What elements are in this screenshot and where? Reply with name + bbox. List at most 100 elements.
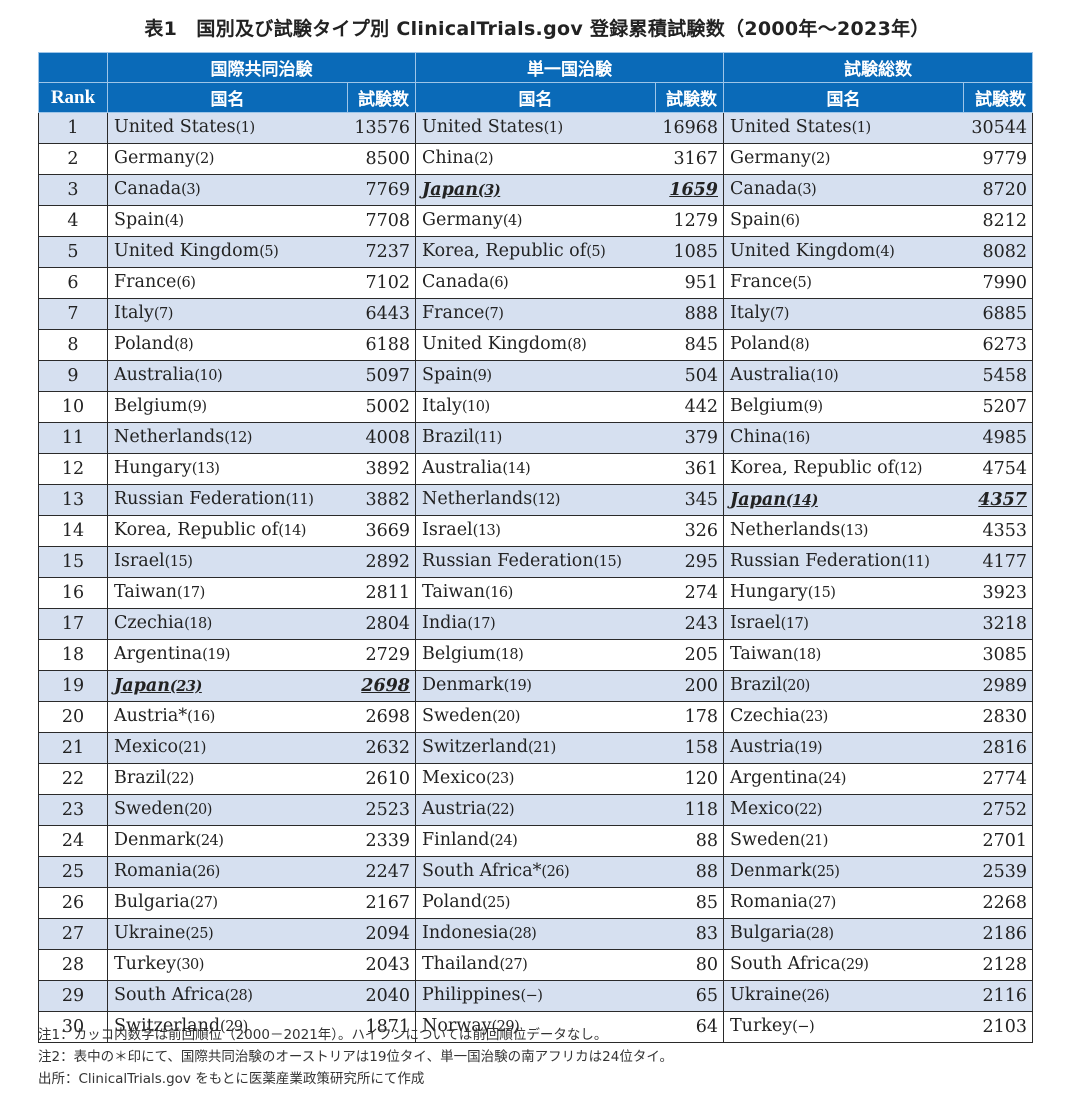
trial-count: 3892 xyxy=(365,458,410,479)
previous-rank: (3) xyxy=(181,182,201,198)
table-row: 7 Italy(7) 6443 France(7) 888 Italy(7) 6885 xyxy=(38,298,1033,330)
trial-count-cell: 1659 xyxy=(655,174,724,206)
country-cell: Germany(2) xyxy=(723,143,964,175)
trial-count-cell: 2128 xyxy=(963,949,1033,981)
previous-rank: (20) xyxy=(492,709,520,725)
country-name: Sweden xyxy=(114,799,185,819)
previous-rank: (4) xyxy=(164,213,185,229)
previous-rank: (5) xyxy=(259,244,279,260)
previous-rank: (11) xyxy=(285,492,314,508)
trials-table: 国際共同治験 単一国治験 試験総数 Rank 国名 試験数 国名 試験数 国名 … xyxy=(38,52,1033,1043)
country-cell: Thailand(27) xyxy=(415,949,656,981)
trial-count-cell: 2729 xyxy=(347,639,416,671)
country-name: Argentina xyxy=(730,768,819,788)
trial-count: 6273 xyxy=(982,334,1027,355)
table-row: 4 Spain(4) 7708 Germany(4) 1279 Spain(6) 8212 xyxy=(38,205,1033,237)
country-cell: Israel(13) xyxy=(415,515,656,547)
rank-cell: 30 xyxy=(38,1011,108,1043)
previous-rank: (13) xyxy=(472,523,501,539)
trial-count-cell: 2539 xyxy=(963,856,1033,888)
country-cell: Belgium(18) xyxy=(415,639,656,671)
trial-count: 85 xyxy=(695,892,718,913)
country-name: Taiwan xyxy=(114,582,178,602)
trial-count: 2268 xyxy=(982,892,1027,913)
trial-count-cell: 8082 xyxy=(963,236,1033,268)
rank-cell: 20 xyxy=(38,701,108,733)
trial-count: 2094 xyxy=(365,923,410,944)
country-cell: Brazil(11) xyxy=(415,422,656,454)
previous-rank: (26) xyxy=(541,864,570,880)
previous-rank: (17) xyxy=(780,616,809,632)
trial-count: 442 xyxy=(684,396,718,417)
trial-count-cell: 4985 xyxy=(963,422,1033,454)
country-cell: United Kingdom(8) xyxy=(415,329,656,361)
country-name: Japan xyxy=(730,489,786,510)
country-cell: South Africa(28) xyxy=(107,980,348,1012)
footnotes: 注1：カッコ内数字は前回順位（2000－2021年）。ハイフンについては前回順位… xyxy=(38,1024,673,1090)
previous-rank: (23) xyxy=(800,709,828,725)
trial-count-cell: 3218 xyxy=(963,608,1033,640)
previous-rank: (25) xyxy=(482,895,510,911)
country-name: Denmark xyxy=(422,675,504,695)
country-name: Brazil xyxy=(422,427,475,447)
previous-rank: (1) xyxy=(235,120,256,136)
country-name: Spain xyxy=(114,210,165,230)
table-row: 30 Switzerland(29) 1871 Norway(29) 64 Turkey(… xyxy=(38,1011,1033,1043)
country-name: Germany xyxy=(114,148,195,168)
country-name: France xyxy=(730,272,793,292)
trial-count: 345 xyxy=(684,489,718,510)
trial-count: 5097 xyxy=(365,365,410,386)
country-name: China xyxy=(730,427,782,447)
trial-count-cell: 2632 xyxy=(347,732,416,764)
previous-rank: (20) xyxy=(782,678,810,694)
trial-count-cell: 361 xyxy=(655,453,724,485)
trial-count: 326 xyxy=(684,520,718,541)
table-row: 14 Korea, Republic of(14) 3669 Israel(13) 32… xyxy=(38,515,1033,547)
previous-rank: (25) xyxy=(185,926,214,942)
previous-rank: (19) xyxy=(202,647,230,663)
country-name: Czechia xyxy=(730,706,801,726)
country-cell: Russian Federation(15) xyxy=(415,546,656,578)
trial-count-cell: 4754 xyxy=(963,453,1033,485)
group-header-single-country: 単一国治験 xyxy=(415,52,724,83)
previous-rank: (2) xyxy=(810,151,831,167)
table-row: 10 Belgium(9) 5002 Italy(10) 442 Belgium(9) 52… xyxy=(38,391,1033,423)
trial-count-cell: 85 xyxy=(655,887,724,919)
country-cell: Poland(8) xyxy=(107,329,348,361)
country-cell: Brazil(22) xyxy=(107,763,348,795)
trial-count: 158 xyxy=(684,737,718,758)
previous-rank: (9) xyxy=(803,399,823,415)
country-cell: China(2) xyxy=(415,143,656,175)
trial-count-cell: 243 xyxy=(655,608,724,640)
trial-count-cell: 205 xyxy=(655,639,724,671)
trial-count: 3085 xyxy=(982,644,1027,665)
table-row: 25 Romania(26) 2247 South Africa*(26) 88 Denm… xyxy=(38,856,1033,888)
country-header: 国名 xyxy=(107,82,348,113)
trial-count: 2811 xyxy=(365,582,410,603)
rank-cell: 2 xyxy=(38,143,108,175)
country-cell: United Kingdom(4) xyxy=(723,236,964,268)
country-cell: China(16) xyxy=(723,422,964,454)
country-name: Australia xyxy=(114,365,195,385)
rank-cell: 18 xyxy=(38,639,108,671)
country-name: Romania xyxy=(730,892,809,912)
country-name: Netherlands xyxy=(114,427,225,447)
country-cell: Australia(10) xyxy=(107,360,348,392)
country-cell: Australia(14) xyxy=(415,453,656,485)
country-name: Spain xyxy=(422,365,473,385)
trial-count-cell: 274 xyxy=(655,577,724,609)
country-cell: South Africa*(26) xyxy=(415,856,656,888)
trial-count-cell: 3085 xyxy=(963,639,1033,671)
trial-count-cell: 158 xyxy=(655,732,724,764)
trial-count: 3218 xyxy=(982,613,1027,634)
country-cell: Japan(23) xyxy=(107,670,348,702)
rank-cell: 14 xyxy=(38,515,108,547)
trial-count-cell: 2989 xyxy=(963,670,1033,702)
trial-count: 2892 xyxy=(365,551,410,572)
trial-count: 2698 xyxy=(365,706,410,727)
country-name: Mexico xyxy=(730,799,795,819)
country-cell: United Kingdom(5) xyxy=(107,236,348,268)
country-name: Turkey xyxy=(730,1016,793,1036)
rank-cell: 7 xyxy=(38,298,108,330)
country-name: Russian Federation xyxy=(114,489,286,509)
